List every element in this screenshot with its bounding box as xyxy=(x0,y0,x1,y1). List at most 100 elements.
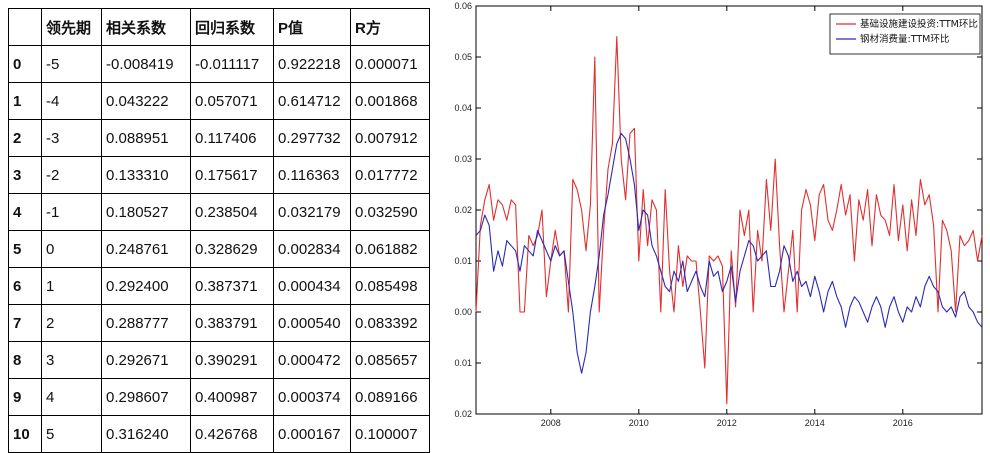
table-body: 0 -5 -0.008419 -0.011117 0.922218 0.000071 1 -4… xyxy=(8,45,430,453)
cell-index: 2 xyxy=(8,119,42,157)
cell-r-squared: 0.100007 xyxy=(350,415,430,453)
regression-table-panel: 领先期 相关系数 回归系数 P值 R方 0 -5 -0.008419 -0.01111… xyxy=(8,8,430,453)
cell-index: 1 xyxy=(8,82,42,120)
cell-lead-period: 5 xyxy=(41,415,102,453)
cell-p-value: 0.000472 xyxy=(273,341,351,379)
x-tick-label: 2012 xyxy=(717,418,737,428)
cell-index: 9 xyxy=(8,378,42,416)
cell-regression-coef: 0.117406 xyxy=(190,119,274,157)
plot-frame xyxy=(475,5,983,415)
table-row: 5 0 0.248761 0.328629 0.002834 0.061882 xyxy=(8,230,430,268)
cell-regression-coef: -0.011117 xyxy=(190,45,274,83)
cell-p-value: 0.116363 xyxy=(273,156,351,194)
table-row: 1 -4 0.043222 0.057071 0.614712 0.001868 xyxy=(8,82,430,120)
cell-correlation: 0.292671 xyxy=(101,341,191,379)
x-tick-label: 2014 xyxy=(805,418,825,428)
cell-lead-period: 2 xyxy=(41,304,102,342)
y-tick-label: 0.03 xyxy=(454,154,472,164)
cell-lead-period: 0 xyxy=(41,230,102,268)
cell-r-squared: 0.089166 xyxy=(350,378,430,416)
column-header-p-value: P值 xyxy=(273,8,351,46)
x-tick-label: 2010 xyxy=(629,418,649,428)
cell-correlation: -0.008419 xyxy=(101,45,191,83)
column-header-r-squared: R方 xyxy=(350,8,430,46)
cell-index: 7 xyxy=(8,304,42,342)
y-tick-label: 0.02 xyxy=(454,205,472,215)
cell-r-squared: 0.061882 xyxy=(350,230,430,268)
legend-box xyxy=(829,13,981,55)
cell-index: 4 xyxy=(8,193,42,231)
lag-regression-table: 领先期 相关系数 回归系数 P值 R方 0 -5 -0.008419 -0.01111… xyxy=(8,8,430,453)
column-header-regression-coef: 回归系数 xyxy=(190,8,274,46)
x-tick-label: 2016 xyxy=(893,418,913,428)
table-row: 3 -2 0.133310 0.175617 0.116363 0.017772 xyxy=(8,156,430,194)
cell-correlation: 0.292400 xyxy=(101,267,191,305)
cell-r-squared: 0.000071 xyxy=(350,45,430,83)
cell-correlation: 0.298607 xyxy=(101,378,191,416)
cell-lead-period: -2 xyxy=(41,156,102,194)
cell-r-squared: 0.085657 xyxy=(350,341,430,379)
y-tick-label: 0.01 xyxy=(454,358,472,368)
cell-p-value: 0.032179 xyxy=(273,193,351,231)
cell-regression-coef: 0.383791 xyxy=(190,304,274,342)
table-header-row: 领先期 相关系数 回归系数 P值 R方 xyxy=(8,8,430,46)
cell-p-value: 0.297732 xyxy=(273,119,351,157)
cell-lead-period: 3 xyxy=(41,341,102,379)
cell-regression-coef: 0.426768 xyxy=(190,415,274,453)
cell-lead-period: -5 xyxy=(41,45,102,83)
series-line-2 xyxy=(475,132,983,374)
legend-label-2: 钢材消费量:TTM环比 xyxy=(860,33,949,45)
table-row: 6 1 0.292400 0.387371 0.000434 0.085498 xyxy=(8,267,430,305)
cell-p-value: 0.002834 xyxy=(273,230,351,268)
cell-index: 0 xyxy=(8,45,42,83)
cell-lead-period: -4 xyxy=(41,82,102,120)
cell-p-value: 0.922218 xyxy=(273,45,351,83)
cell-lead-period: 4 xyxy=(41,378,102,416)
column-header-index xyxy=(8,8,42,46)
cell-index: 10 xyxy=(8,415,42,453)
cell-correlation: 0.316240 xyxy=(101,415,191,453)
cell-p-value: 0.000167 xyxy=(273,415,351,453)
cell-regression-coef: 0.175617 xyxy=(190,156,274,194)
table-row: 0 -5 -0.008419 -0.011117 0.922218 0.000071 xyxy=(8,45,430,83)
y-tick-label: 0.05 xyxy=(454,52,472,62)
table-row: 2 -3 0.088951 0.117406 0.297732 0.007912 xyxy=(8,119,430,157)
table-row: 10 5 0.316240 0.426768 0.000167 0.100007 xyxy=(8,415,430,453)
cell-lead-period: -3 xyxy=(41,119,102,157)
y-tick-label: 0.04 xyxy=(454,103,472,113)
cell-r-squared: 0.017772 xyxy=(350,156,430,194)
table-row: 4 -1 0.180527 0.238504 0.032179 0.032590 xyxy=(8,193,430,231)
cell-p-value: 0.000374 xyxy=(273,378,351,416)
table-row: 8 3 0.292671 0.390291 0.000472 0.085657 xyxy=(8,341,430,379)
cell-r-squared: 0.085498 xyxy=(350,267,430,305)
column-header-lead-period: 领先期 xyxy=(41,8,102,46)
cell-lead-period: 1 xyxy=(41,267,102,305)
cell-correlation: 0.248761 xyxy=(101,230,191,268)
cell-r-squared: 0.007912 xyxy=(350,119,430,157)
cell-index: 6 xyxy=(8,267,42,305)
cell-index: 3 xyxy=(8,156,42,194)
table-row: 7 2 0.288777 0.383791 0.000540 0.083392 xyxy=(8,304,430,342)
cell-r-squared: 0.001868 xyxy=(350,82,430,120)
line-chart: 0.02 0.01 0.00 0.01 0.02 0.03 0.04 0.05 0.06 2008… xyxy=(454,1,983,428)
cell-correlation: 0.088951 xyxy=(101,119,191,157)
cell-lead-period: -1 xyxy=(41,193,102,231)
cell-p-value: 0.000434 xyxy=(273,267,351,305)
series-line-1 xyxy=(475,36,983,405)
cell-correlation: 0.133310 xyxy=(101,156,191,194)
legend-label-1: 基础设施建设投资:TTM环比 xyxy=(860,18,978,30)
cell-regression-coef: 0.238504 xyxy=(190,193,274,231)
cell-index: 5 xyxy=(8,230,42,268)
cell-r-squared: 0.032590 xyxy=(350,193,430,231)
x-tick-label: 2008 xyxy=(541,418,561,428)
cell-index: 8 xyxy=(8,341,42,379)
table-row: 9 4 0.298607 0.400987 0.000374 0.089166 xyxy=(8,378,430,416)
column-header-correlation: 相关系数 xyxy=(101,8,191,46)
y-tick-label: 0.02 xyxy=(454,409,472,419)
cell-regression-coef: 0.400987 xyxy=(190,378,274,416)
cell-r-squared: 0.083392 xyxy=(350,304,430,342)
cell-regression-coef: 0.328629 xyxy=(190,230,274,268)
cell-regression-coef: 0.057071 xyxy=(190,82,274,120)
y-tick-label: 0.00 xyxy=(454,307,472,317)
cell-regression-coef: 0.387371 xyxy=(190,267,274,305)
